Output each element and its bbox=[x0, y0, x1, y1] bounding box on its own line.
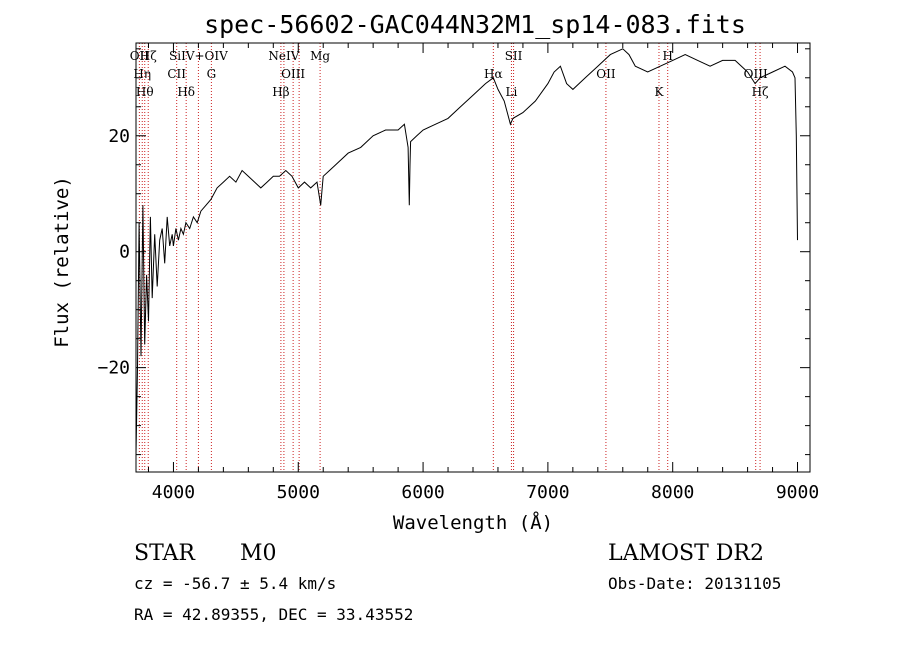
plot-frame bbox=[135, 42, 811, 473]
redshift-info: cz = -56.7 ± 5.4 km/s bbox=[134, 574, 336, 593]
y-tick-label: −20 bbox=[97, 358, 130, 379]
x-axis-label: Wavelength (Å) bbox=[393, 511, 553, 534]
object-subclass: M0 bbox=[240, 541, 277, 566]
line-label: OII bbox=[596, 67, 616, 81]
y-tick-label: 0 bbox=[119, 242, 130, 263]
line-label: Hθ bbox=[136, 85, 154, 99]
line-label: K bbox=[654, 85, 664, 99]
x-tick-label: 6000 bbox=[401, 482, 444, 503]
line-label: Hβ bbox=[272, 85, 289, 99]
obs-date: Obs-Date: 20131105 bbox=[608, 574, 781, 593]
line-label: OIII bbox=[744, 67, 768, 81]
object-class: STAR bbox=[134, 541, 196, 566]
line-label: H bbox=[662, 49, 672, 63]
spectrum-series bbox=[135, 48, 798, 455]
line-label: Hδ bbox=[177, 85, 195, 99]
line-label: SiIV+OIV bbox=[169, 49, 228, 63]
y-axis-label: Flux (relative) bbox=[51, 176, 73, 348]
x-axis: 4000 5000 6000 7000 8000 9000 bbox=[147, 43, 819, 503]
x-tick-label: 8000 bbox=[651, 482, 694, 503]
line-label: Hα bbox=[484, 67, 503, 81]
line-label: Mg bbox=[310, 49, 330, 63]
line-label: Hζ bbox=[752, 85, 769, 99]
x-tick-label: 4000 bbox=[152, 482, 195, 503]
line-label: NeIV bbox=[268, 49, 299, 63]
line-label: SII bbox=[505, 49, 523, 63]
line-label: Hζ bbox=[140, 49, 157, 63]
line-markers bbox=[138, 43, 761, 472]
line-labels: OIIHηHθHζCIIHδSiIV+OIVGHβNeIVOIIIMgHαLiS… bbox=[130, 49, 769, 99]
y-axis: −20 0 20 bbox=[97, 48, 810, 456]
line-label: G bbox=[207, 67, 217, 81]
x-tick-label: 5000 bbox=[277, 482, 320, 503]
line-label: OII bbox=[130, 49, 150, 63]
line-label: OIII bbox=[281, 67, 305, 81]
x-tick-label: 9000 bbox=[776, 482, 819, 503]
chart-title: spec-56602-GAC044N32M1_sp14-083.fits bbox=[204, 10, 746, 39]
line-label: Li bbox=[506, 85, 518, 99]
survey-name: LAMOST DR2 bbox=[608, 541, 764, 566]
line-label: CII bbox=[167, 67, 186, 81]
coordinates: RA = 42.89355, DEC = 33.43552 bbox=[134, 605, 413, 624]
x-tick-label: 7000 bbox=[526, 482, 569, 503]
y-tick-label: 20 bbox=[108, 126, 130, 147]
